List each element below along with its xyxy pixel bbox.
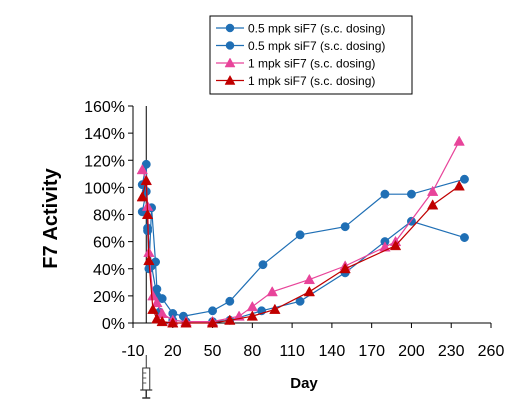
x-tick-label: 170 [358, 343, 385, 360]
x-tick-label: 80 [243, 343, 261, 360]
data-point [426, 199, 439, 210]
data-point [380, 189, 390, 199]
legend-entry-4: 1 mpk siF7 (s.c. dosing) [216, 74, 375, 88]
data-point [136, 163, 148, 175]
data-point [167, 317, 179, 328]
data-point [426, 185, 439, 196]
data-point [389, 239, 402, 251]
data-point [225, 296, 235, 306]
data-point [206, 317, 219, 328]
data-point [224, 57, 236, 68]
x-tick-label: 230 [438, 343, 465, 360]
axes: 0% 20% 40% 60% 80% 100% 120% 140% 160% -10 20 50 80 1… [40, 99, 504, 392]
y-tick-label: 140% [84, 126, 125, 143]
data-point [406, 189, 416, 199]
data-point [141, 208, 154, 219]
data-point [147, 303, 159, 314]
data-point [140, 174, 152, 186]
data-point [151, 296, 163, 308]
x-tick-label: 200 [398, 343, 425, 360]
data-point [246, 310, 259, 321]
legend: 0.5 mpk siF7 (s.c. dosing) 0.5 mpk siF7 (… [209, 15, 413, 95]
x-tick-label: 260 [478, 343, 505, 360]
data-point [258, 260, 268, 270]
legend-entry-1: 0.5 mpk siF7 (s.c. dosing) [216, 22, 385, 36]
data-point [246, 300, 259, 312]
x-tick-label: 50 [204, 343, 222, 360]
legend-label: 0.5 mpk siF7 (s.c. dosing) [248, 22, 385, 36]
legend-label: 0.5 mpk siF7 (s.c. dosing) [248, 39, 385, 53]
data-point [340, 222, 350, 232]
y-axis-title: F7 Activity [40, 167, 62, 268]
data-point [225, 41, 235, 50]
data-point [269, 303, 281, 314]
data-point [303, 273, 316, 285]
x-tick-label: -10 [121, 343, 144, 360]
x-tick-label: 20 [164, 343, 182, 360]
x-tick-label: 110 [279, 343, 305, 360]
data-point [266, 286, 278, 297]
y-tick-label: 20% [93, 289, 125, 306]
y-tick-label: 120% [84, 153, 125, 170]
data-point [453, 135, 465, 146]
data-point [208, 306, 218, 316]
data-point [147, 290, 159, 301]
data-point [460, 174, 469, 184]
legend-label: 1 mpk siF7 (s.c. dosing) [248, 74, 375, 88]
series-2 [137, 186, 469, 327]
legend-box [209, 15, 413, 95]
data-point [339, 262, 351, 274]
y-tick-label: 160% [84, 99, 125, 116]
series-1 [137, 159, 469, 321]
syringe-icon [140, 355, 153, 399]
data-point [143, 254, 155, 266]
data-point [224, 314, 236, 325]
data-point [180, 317, 192, 328]
legend-entry-3: 1 mpk siF7 (s.c. dosing) [216, 57, 375, 71]
y-tick-label: 100% [84, 180, 125, 197]
data-point [136, 191, 148, 202]
legend-label: 1 mpk siF7 (s.c. dosing) [248, 57, 375, 71]
data-point [460, 233, 469, 243]
y-tick-label: 60% [93, 235, 125, 252]
data-point [295, 230, 305, 240]
y-tick-label: 0% [102, 316, 125, 333]
series-layer [136, 135, 469, 328]
syringe-barrel [142, 367, 151, 391]
legend-entry-2: 0.5 mpk siF7 (s.c. dosing) [216, 39, 385, 53]
data-point [156, 315, 168, 327]
data-point [303, 286, 316, 297]
y-tick-label: 80% [93, 208, 125, 225]
data-point [141, 159, 151, 169]
data-point [224, 74, 236, 85]
x-axis-title: Day [290, 375, 318, 392]
data-point [225, 23, 235, 33]
series-line [141, 180, 460, 324]
series-4 [136, 174, 465, 328]
x-tick-label: 140 [319, 343, 346, 360]
series-line [141, 164, 465, 317]
y-tick-label: 40% [93, 262, 125, 279]
data-point [453, 180, 465, 191]
